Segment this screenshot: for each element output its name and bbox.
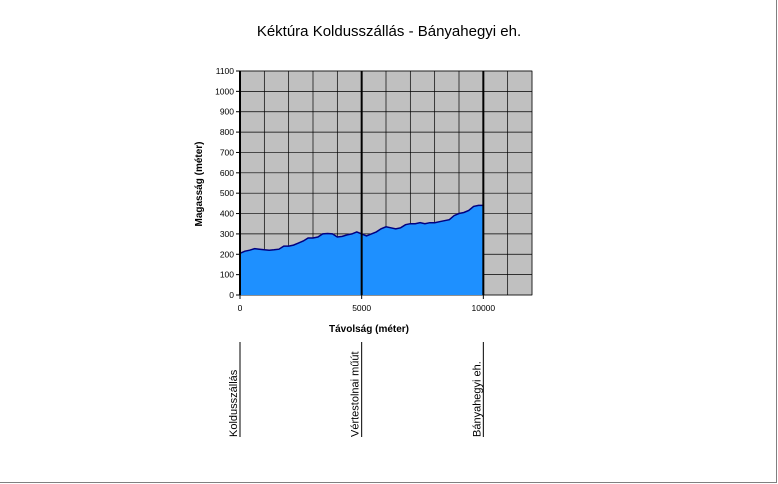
waypoint-label: Bányahegyi eh. [471, 361, 483, 437]
y-tick-label: 800 [220, 127, 234, 137]
x-axis-title: Távolság (méter) [329, 324, 409, 335]
waypoint-label: Vértestolnai műút [350, 351, 362, 437]
y-tick-label: 600 [220, 168, 234, 178]
y-tick-label: 100 [220, 270, 234, 280]
y-tick-label: 400 [220, 209, 234, 219]
y-axis-title: Magasság (méter) [194, 141, 205, 226]
y-tick-label: 700 [220, 147, 234, 157]
y-tick-label: 200 [220, 249, 234, 259]
x-tick-label: 10000 [472, 303, 496, 313]
y-tick-label: 0 [229, 290, 234, 300]
chart-title: Kéktúra Koldusszállás - Bányahegyi eh. [257, 23, 521, 40]
x-axis-ticks: 0 5000 10000 [238, 295, 496, 313]
waypoint-labels: Koldusszállás Vértestolnai műút Bányahegyi… [228, 342, 484, 437]
y-tick-label: 1000 [215, 86, 234, 96]
y-tick-label: 1100 [216, 66, 235, 76]
waypoint-markers [239, 71, 485, 295]
x-tick-label: 0 [238, 303, 243, 313]
y-tick-label: 900 [220, 107, 234, 117]
y-tick-label: 500 [220, 188, 234, 198]
y-tick-label: 300 [220, 229, 234, 239]
x-tick-label: 5000 [352, 303, 371, 313]
waypoint-label: Koldusszállás [228, 369, 240, 437]
y-axis-ticks: 0 100 200 300 400 500 600 700 800 900 1000 1100 [215, 66, 240, 300]
